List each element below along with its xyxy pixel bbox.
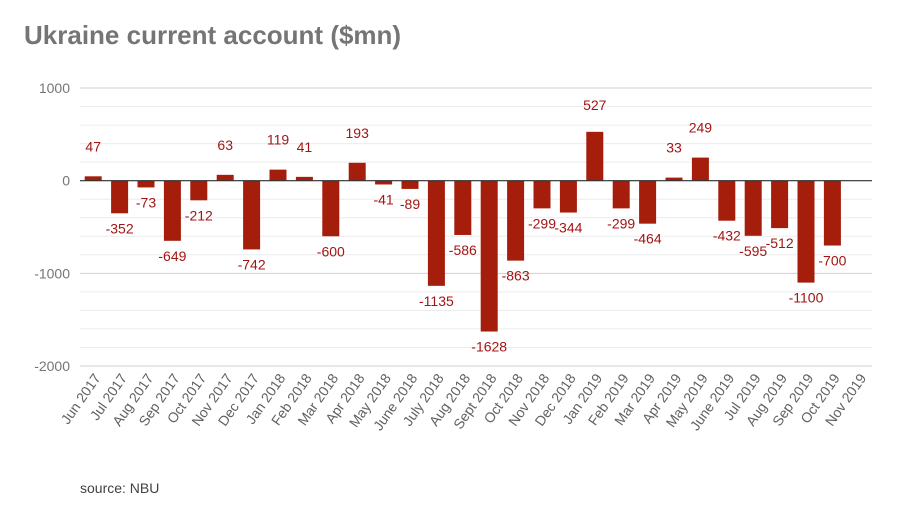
y-tick-label: -2000 [34, 358, 70, 374]
data-label: 41 [297, 139, 313, 155]
data-label: -1628 [471, 339, 507, 355]
data-label: -89 [400, 196, 420, 212]
bar [137, 180, 155, 188]
bar [718, 180, 736, 221]
data-label: -299 [607, 215, 635, 231]
bar [771, 180, 789, 229]
data-label: -212 [185, 207, 213, 223]
bar [216, 174, 234, 181]
bar [691, 157, 709, 181]
bar [744, 180, 762, 236]
bar [322, 180, 340, 237]
y-axis-labels: 1000 0 -1000 -2000 [34, 80, 70, 374]
data-label: -600 [317, 243, 345, 259]
data-labels: 47 -352-73 -649 -212 63 -742 119 41 -600 193 -41 -8… [85, 97, 846, 355]
bar [269, 169, 287, 181]
bar [427, 180, 445, 286]
bars [84, 131, 841, 332]
bar [84, 176, 102, 181]
bar [612, 180, 630, 209]
bar [559, 180, 577, 213]
bar [375, 180, 393, 185]
bar [190, 180, 208, 201]
data-label: 119 [267, 132, 290, 148]
bar [454, 180, 472, 235]
data-label: -1100 [789, 290, 824, 306]
bar [533, 180, 551, 209]
data-label: -344 [554, 220, 582, 236]
bar [243, 180, 261, 250]
bar [586, 131, 604, 181]
chart-title: Ukraine current account ($mn) [24, 20, 402, 50]
data-label: 33 [666, 140, 682, 156]
data-label: 63 [217, 137, 233, 153]
bar [401, 180, 419, 189]
data-label: 527 [583, 97, 607, 113]
y-tick-label: -1000 [34, 265, 70, 281]
bar [163, 180, 181, 241]
chart-source: source: NBU [80, 480, 160, 496]
y-tick-label: 0 [62, 173, 70, 189]
data-label: 249 [689, 120, 713, 136]
bar [507, 180, 525, 261]
bar [797, 180, 815, 283]
data-label: -649 [158, 248, 186, 264]
bar [665, 177, 683, 181]
data-label: 47 [85, 138, 101, 154]
bar [348, 162, 366, 181]
bar [480, 180, 498, 332]
data-label: 193 [346, 125, 370, 141]
data-label: -742 [238, 256, 266, 272]
bar [295, 176, 313, 181]
data-label: -299 [528, 215, 556, 231]
data-label: -512 [766, 235, 794, 251]
bar-chart: 1000 0 -1000 -2000 47 -352-73 -649 -212 63 -742 1… [34, 80, 872, 433]
data-label: -586 [449, 242, 477, 258]
data-label: -73 [136, 194, 156, 210]
data-label: -863 [502, 268, 530, 284]
data-label: -432 [713, 228, 741, 244]
data-label: -464 [634, 231, 662, 247]
bar [111, 180, 129, 214]
y-tick-label: 1000 [39, 80, 70, 96]
bar [639, 180, 657, 224]
data-label: -595 [739, 243, 767, 259]
data-label: -1135 [419, 293, 454, 309]
data-label: -352 [106, 220, 134, 236]
bar [823, 180, 841, 246]
data-label: -700 [818, 253, 846, 269]
data-label: -41 [373, 191, 393, 207]
